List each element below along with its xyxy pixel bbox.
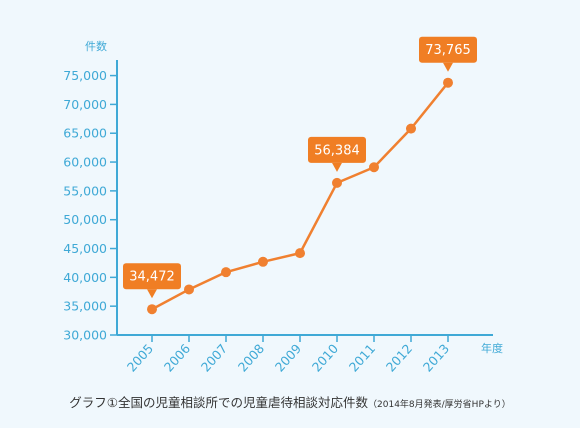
callout-label: 56,384 <box>314 143 360 158</box>
callout-box <box>123 263 181 290</box>
callout-box <box>419 36 477 63</box>
data-point <box>406 123 416 134</box>
y-tick-label: 45,000 <box>63 241 107 256</box>
y-tick-label: 35,000 <box>63 299 107 314</box>
data-point <box>295 248 305 259</box>
callout-pointer <box>443 62 453 72</box>
x-axis-title: 年度 <box>481 341 503 355</box>
data-point <box>369 162 379 173</box>
y-tick-label: 30,000 <box>63 328 107 343</box>
y-tick-label: 75,000 <box>63 68 107 83</box>
data-point <box>147 304 157 315</box>
x-tick-label: 2009 <box>272 341 304 375</box>
y-axis-title: 件数 <box>85 40 107 53</box>
x-tick-label: 2011 <box>346 341 378 375</box>
callout-pointer <box>332 162 342 172</box>
data-point <box>443 77 453 88</box>
caption-note: （2014年8月発表/厚労省HPより） <box>368 400 511 410</box>
x-tick-label: 2007 <box>198 341 230 375</box>
data-point <box>258 256 268 267</box>
x-tick-label: 2013 <box>420 341 452 375</box>
callout-label: 73,765 <box>425 43 471 58</box>
callout-box <box>308 136 366 163</box>
chart-caption: グラフ①全国の児童相談所での児童虐待相談対応件数（2014年8月発表/厚労省HP… <box>0 392 580 411</box>
data-point <box>221 267 231 278</box>
x-tick-label: 2008 <box>235 341 267 375</box>
x-tick-label: 2006 <box>161 341 193 375</box>
data-point <box>332 177 342 188</box>
x-tick-label: 2012 <box>383 341 415 375</box>
y-tick-label: 60,000 <box>63 155 107 170</box>
callout-pointer <box>147 289 157 299</box>
y-tick-label: 70,000 <box>63 97 107 112</box>
caption-main: グラフ①全国の児童相談所での児童虐待相談対応件数 <box>69 395 369 410</box>
y-tick-label: 50,000 <box>63 212 107 227</box>
data-point <box>184 284 194 295</box>
y-tick-label: 40,000 <box>63 270 107 285</box>
series-line <box>151 81 449 311</box>
x-tick-label: 2005 <box>124 341 156 375</box>
callout-label: 34,472 <box>129 270 175 285</box>
y-tick-label: 55,000 <box>63 183 107 198</box>
x-tick-label: 2010 <box>309 341 341 375</box>
y-tick-label: 65,000 <box>63 126 107 141</box>
